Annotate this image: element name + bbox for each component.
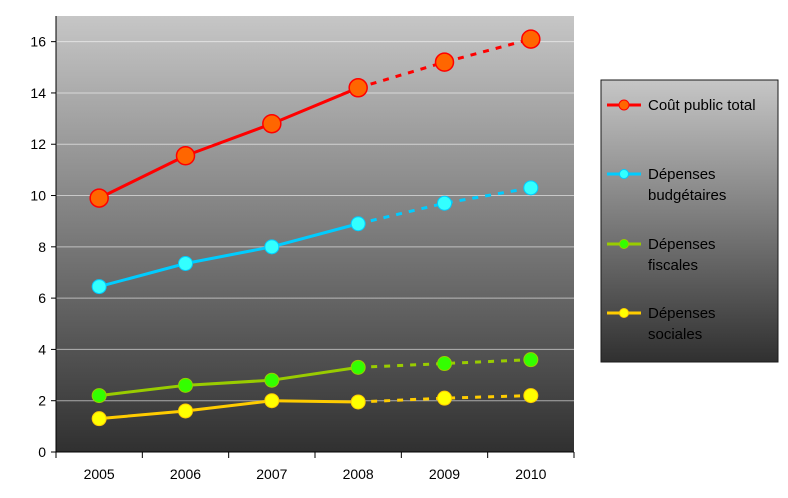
legend-box: [600, 79, 779, 363]
legend-marker: [619, 169, 629, 179]
legend-label: Dépenses fiscales: [648, 236, 716, 274]
series-group: [89, 29, 541, 427]
series-line-dashed: [357, 186, 532, 226]
x-tick-label: 2005: [84, 466, 115, 482]
data-point: [178, 403, 193, 419]
legend-marker: [618, 99, 630, 111]
series-line-solid: [98, 365, 359, 398]
y-tick-label: 0: [38, 444, 46, 460]
y-tick-label: 12: [30, 136, 46, 152]
series-1: [91, 180, 539, 295]
x-tick-label: 2007: [256, 466, 287, 482]
data-point: [523, 180, 539, 196]
gridlines: [56, 41, 574, 402]
data-point: [350, 394, 366, 410]
data-point: [350, 216, 366, 232]
data-point: [178, 255, 193, 271]
data-point: [264, 393, 280, 409]
series-line-solid: [98, 86, 359, 200]
series-3: [91, 388, 539, 427]
legend-item-0: Coût public total: [607, 97, 756, 114]
legend-item-1: Dépenses budgétaires: [607, 166, 726, 204]
data-point: [348, 78, 368, 98]
data-point: [264, 372, 280, 388]
data-point: [91, 388, 107, 404]
data-point: [437, 195, 452, 211]
series-0: [89, 29, 541, 208]
y-tick-label: 16: [30, 34, 46, 50]
series-line-dashed: [358, 394, 531, 404]
data-point: [523, 352, 539, 368]
data-point: [523, 388, 539, 404]
legend-marker: [619, 239, 629, 249]
y-tick-label: 14: [30, 85, 46, 101]
x-tick-label: 2010: [515, 466, 546, 482]
data-point: [437, 390, 452, 406]
legend-label: Dépenses budgétaires: [648, 166, 726, 204]
y-tick-label: 4: [38, 341, 46, 357]
y-tick-label: 2: [38, 393, 46, 409]
data-point: [175, 146, 196, 166]
data-point: [437, 356, 452, 372]
y-tick-label: 8: [38, 239, 46, 255]
y-tick-label: 10: [30, 188, 46, 204]
data-point: [521, 29, 541, 49]
series-line-dashed: [357, 37, 532, 90]
data-point: [91, 411, 107, 427]
legend-marker: [619, 308, 629, 318]
legend-label: Dépenses sociales: [648, 305, 716, 343]
series-line-solid: [98, 222, 359, 289]
x-tick-label: 2006: [170, 466, 201, 482]
legend-item-3: Dépenses sociales: [607, 305, 716, 343]
axes: 0 2 4 6 8 10 12 14 16 2005 2006 2007 2008 2009 2010: [30, 16, 575, 482]
data-point: [434, 52, 455, 72]
y-tick-label: 6: [38, 290, 46, 306]
x-tick-label: 2009: [429, 466, 460, 482]
x-tick-label: 2008: [343, 466, 374, 482]
data-point: [264, 239, 280, 255]
data-point: [350, 359, 366, 375]
series-line-solid: [99, 399, 359, 421]
data-point: [89, 188, 109, 208]
series-2: [91, 352, 539, 404]
data-point: [91, 279, 107, 295]
legend-item-2: Dépenses fiscales: [607, 236, 716, 274]
data-point: [262, 113, 282, 134]
data-point: [178, 377, 193, 393]
legend: Coût public total Dépenses budgétaires Dépe…: [607, 97, 756, 343]
series-line-dashed: [358, 358, 531, 369]
legend-label: Coût public total: [648, 97, 756, 114]
